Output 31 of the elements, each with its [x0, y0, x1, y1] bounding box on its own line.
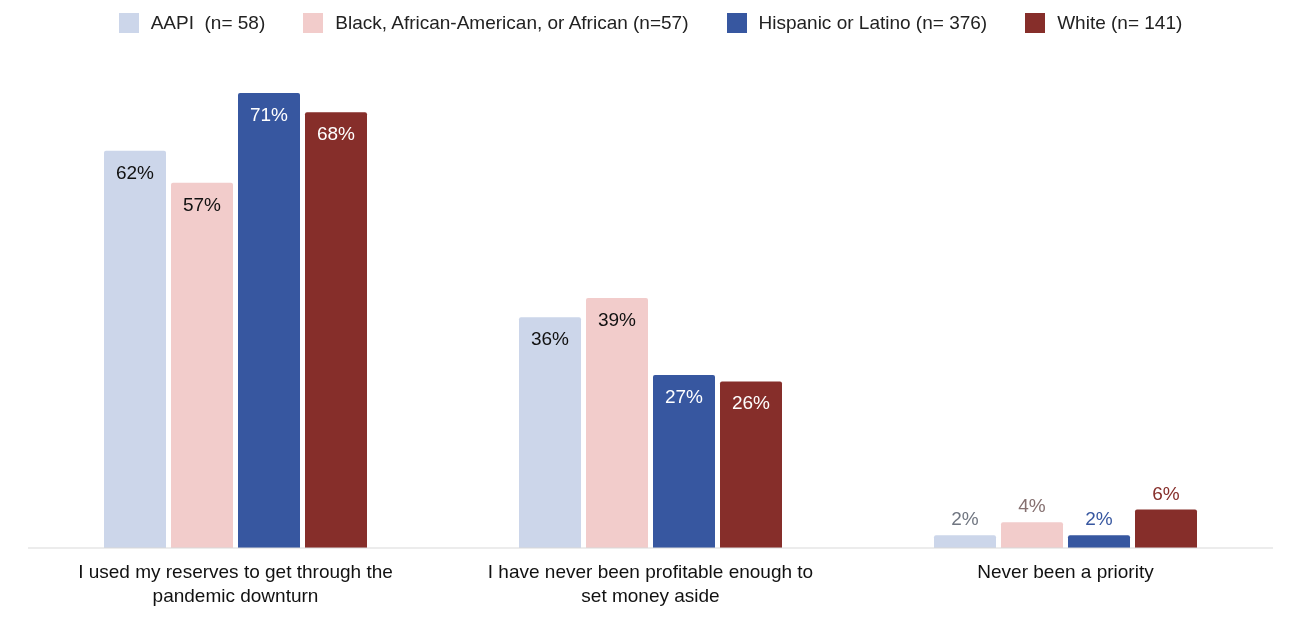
bar	[1001, 522, 1063, 548]
data-label: 27%	[664, 385, 704, 407]
data-label: 39%	[597, 309, 637, 331]
data-label: 68%	[316, 123, 356, 145]
bar	[934, 535, 996, 548]
data-label: 6%	[1152, 482, 1180, 504]
bar	[1135, 509, 1197, 548]
legend-label: White (n= 141)	[1057, 12, 1183, 34]
bar	[519, 317, 581, 548]
bar	[171, 182, 233, 548]
x-tick-label: I used my reserves to get through the pandemic downturn	[78, 561, 393, 606]
bar	[104, 150, 166, 548]
data-label: 26%	[731, 392, 771, 414]
data-label: 57%	[182, 193, 222, 215]
legend-label: AAPI (n= 58)	[150, 12, 266, 34]
legend-label: Black, African-American, or African (n=57)	[335, 12, 689, 34]
x-tick-label: I have never been profitable enough to set money aside	[487, 561, 814, 606]
bar	[586, 298, 648, 548]
data-label: 2%	[951, 508, 979, 530]
bar	[653, 374, 715, 548]
bar	[720, 381, 782, 548]
data-label: 2%	[1085, 508, 1113, 530]
bar	[238, 93, 300, 548]
data-label: 62%	[115, 161, 155, 183]
data-label: 4%	[1018, 495, 1046, 517]
data-label: 71%	[249, 104, 289, 125]
legend-label: Hispanic or Latino (n= 376)	[758, 12, 988, 34]
data-label: 36%	[530, 328, 570, 350]
x-tick-label: Never been a priority	[977, 561, 1155, 582]
bar	[1068, 535, 1130, 548]
bar	[305, 112, 367, 548]
